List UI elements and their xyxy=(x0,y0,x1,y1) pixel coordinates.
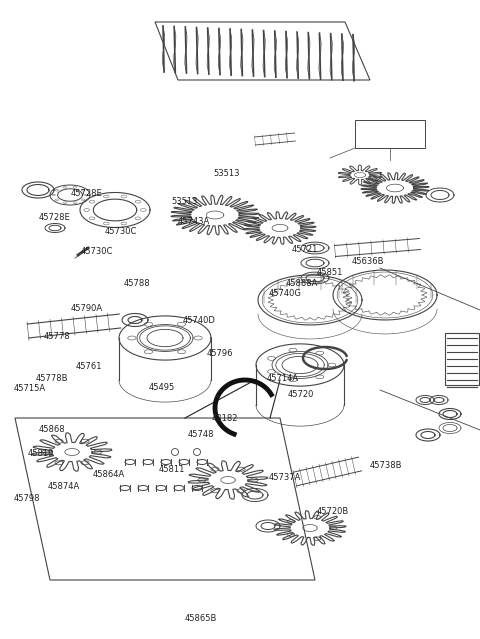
Text: 45728E: 45728E xyxy=(38,213,70,222)
Text: 45788: 45788 xyxy=(124,279,150,288)
Text: 45720B: 45720B xyxy=(317,507,349,516)
Text: 53513: 53513 xyxy=(172,197,198,206)
Text: 45743A: 45743A xyxy=(178,217,210,226)
Text: 45819: 45819 xyxy=(28,449,54,458)
Bar xyxy=(355,120,425,148)
Text: 45865B: 45865B xyxy=(185,614,217,623)
Text: 45730C: 45730C xyxy=(105,227,137,236)
Text: 45636B: 45636B xyxy=(351,258,384,266)
Text: 45748: 45748 xyxy=(187,430,214,439)
Text: 45888A: 45888A xyxy=(286,279,318,288)
Text: 45868: 45868 xyxy=(38,425,65,434)
Text: 45796: 45796 xyxy=(206,349,233,358)
Text: 45811: 45811 xyxy=(158,465,185,474)
Text: 45740G: 45740G xyxy=(269,289,301,298)
Text: 45790A: 45790A xyxy=(71,304,103,313)
Text: 45864A: 45864A xyxy=(92,470,124,479)
Text: 45720: 45720 xyxy=(288,390,314,399)
Text: 45730C: 45730C xyxy=(81,247,113,256)
Text: 45495: 45495 xyxy=(149,383,175,392)
Text: 45728E: 45728E xyxy=(71,189,103,198)
Text: 45740D: 45740D xyxy=(182,316,215,325)
Bar xyxy=(445,333,479,385)
Text: 45714A: 45714A xyxy=(266,374,299,383)
Text: 45738B: 45738B xyxy=(370,461,402,470)
Text: 45715A: 45715A xyxy=(13,384,46,393)
Text: 45851: 45851 xyxy=(317,268,343,277)
Text: 45778B: 45778B xyxy=(36,374,69,383)
Text: 45798: 45798 xyxy=(13,494,40,503)
Text: 45721: 45721 xyxy=(291,245,318,254)
Text: 45874A: 45874A xyxy=(48,482,80,491)
Text: 45737A: 45737A xyxy=(269,473,301,482)
Text: 45778: 45778 xyxy=(43,332,70,341)
Text: 43182: 43182 xyxy=(211,414,238,423)
Text: 45761: 45761 xyxy=(76,362,102,371)
Text: 53513: 53513 xyxy=(214,169,240,178)
